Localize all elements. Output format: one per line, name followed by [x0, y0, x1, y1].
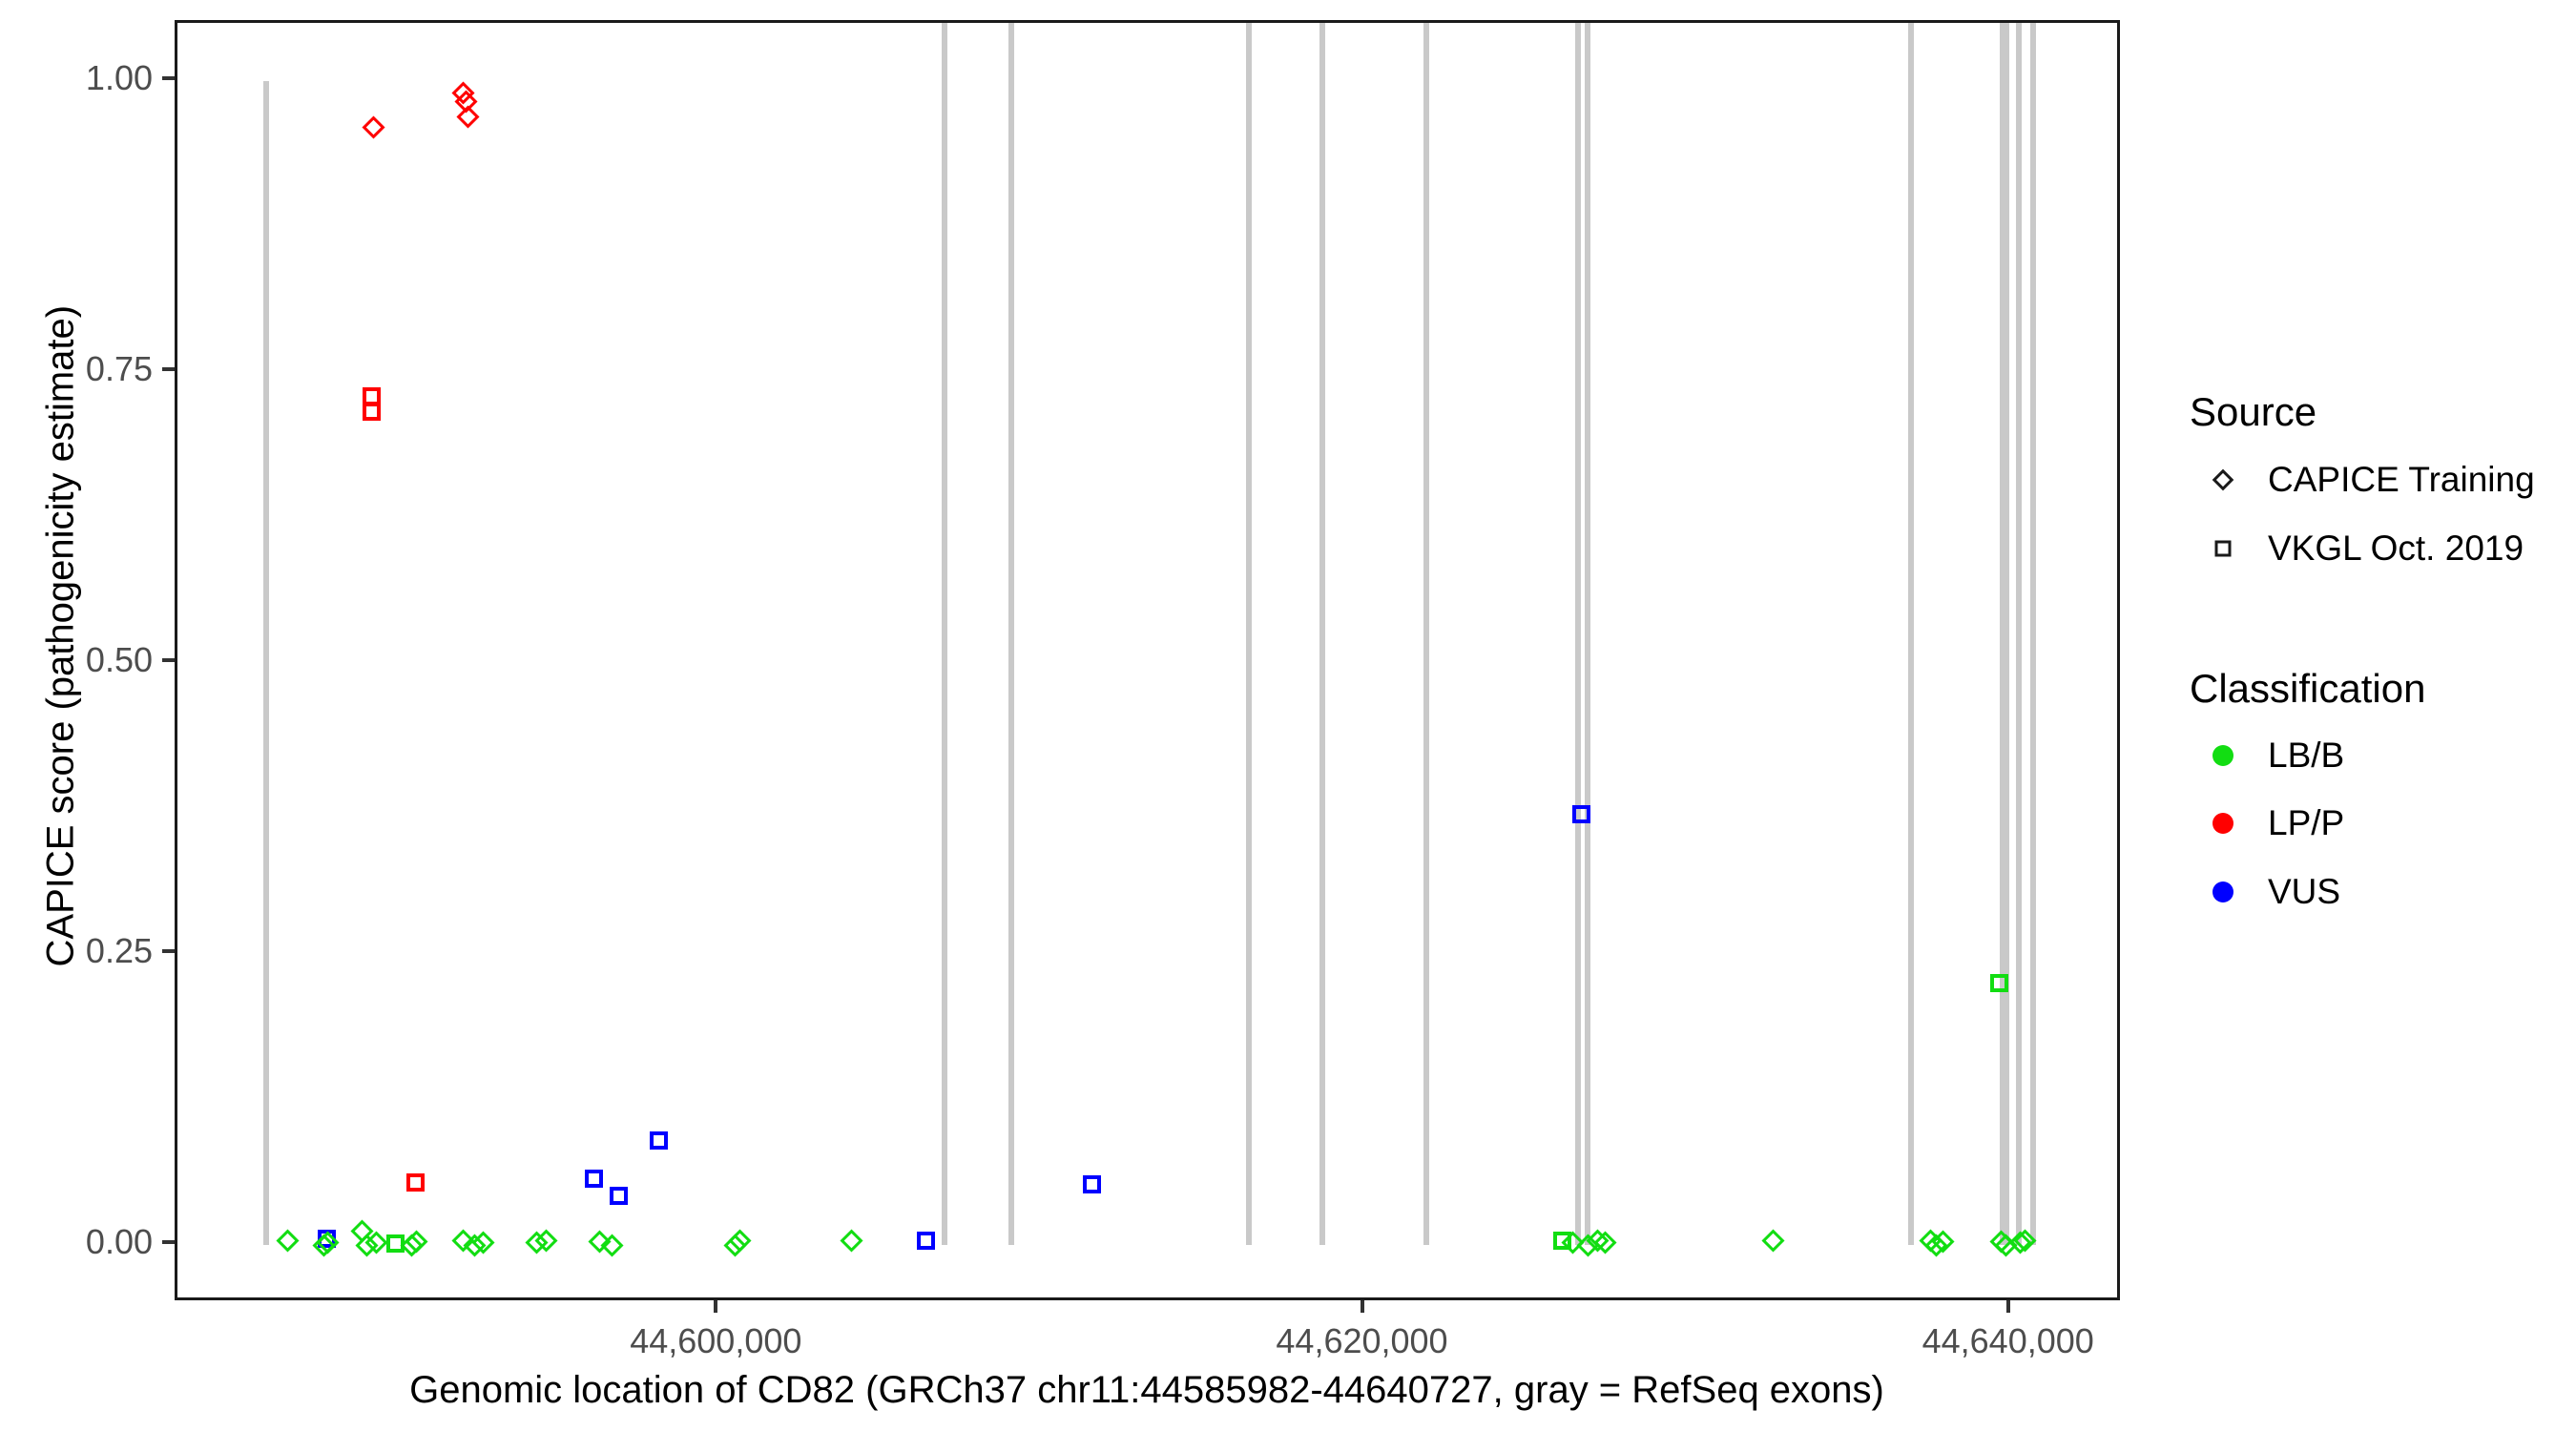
exon-line: [1423, 23, 1429, 1245]
data-point: [1761, 1229, 1785, 1253]
plot-panel: [175, 20, 2120, 1300]
data-point: [362, 402, 381, 421]
x-tick-label: 44,600,000: [630, 1321, 802, 1360]
data-point: [386, 1234, 405, 1254]
y-tick-label: 0.75: [85, 349, 153, 388]
exon-line: [2029, 23, 2036, 1245]
y-tick-mark: [162, 658, 175, 662]
legend-item-label: VUS: [2268, 872, 2341, 911]
data-point: [609, 1187, 628, 1206]
y-tick-mark: [162, 367, 175, 371]
x-axis-title: Genomic location of CD82 (GRCh37 chr11:4…: [409, 1369, 1884, 1411]
square-icon: [2214, 540, 2232, 557]
data-point: [318, 1230, 337, 1249]
legend-classification-title: Classification: [2190, 666, 2426, 711]
exon-line: [942, 23, 948, 1245]
exon-line: [1999, 23, 2009, 1245]
x-tick-mark: [1360, 1300, 1364, 1313]
y-tick-mark: [162, 76, 175, 80]
y-tick-label: 0.25: [85, 931, 153, 970]
diamond-icon: [2212, 468, 2234, 491]
data-point: [276, 1229, 300, 1253]
legend-dot-icon: [2212, 813, 2233, 834]
legend-item-label: LB/B: [2268, 736, 2345, 775]
exon-line: [1585, 23, 1591, 1245]
data-point: [1571, 805, 1590, 824]
y-tick-label: 0.00: [85, 1222, 153, 1261]
data-point: [585, 1169, 604, 1188]
exon-line: [263, 81, 270, 1245]
data-point: [840, 1229, 863, 1253]
legend-item-label: CAPICE Training: [2268, 460, 2535, 499]
exon-line: [1319, 23, 1326, 1245]
legend-item-label: LP/P: [2268, 803, 2345, 842]
x-tick-label: 44,640,000: [1922, 1321, 2094, 1360]
legend-dot-icon: [2212, 745, 2233, 766]
y-tick-label: 1.00: [85, 58, 153, 97]
exon-line: [1245, 23, 1252, 1245]
data-point: [456, 105, 480, 129]
data-point: [916, 1231, 935, 1250]
x-tick-mark: [714, 1300, 718, 1313]
data-point: [405, 1172, 425, 1192]
y-tick-label: 0.50: [85, 640, 153, 679]
exon-line: [2016, 23, 2023, 1245]
legend-item-label: VKGL Oct. 2019: [2268, 529, 2524, 568]
data-point: [1990, 974, 2009, 992]
data-point: [361, 115, 385, 139]
legend-source-title: Source: [2190, 389, 2317, 434]
exon-line: [1008, 23, 1014, 1245]
data-point: [650, 1130, 669, 1150]
data-point: [1082, 1175, 1101, 1194]
y-tick-mark: [162, 1240, 175, 1244]
x-tick-mark: [2005, 1300, 2010, 1313]
y-tick-mark: [162, 949, 175, 953]
exon-line: [1907, 23, 1914, 1245]
exon-line: [1574, 23, 1581, 1245]
x-tick-label: 44,620,000: [1276, 1321, 1448, 1360]
legend-dot-icon: [2212, 881, 2233, 902]
data-point: [1552, 1231, 1571, 1250]
